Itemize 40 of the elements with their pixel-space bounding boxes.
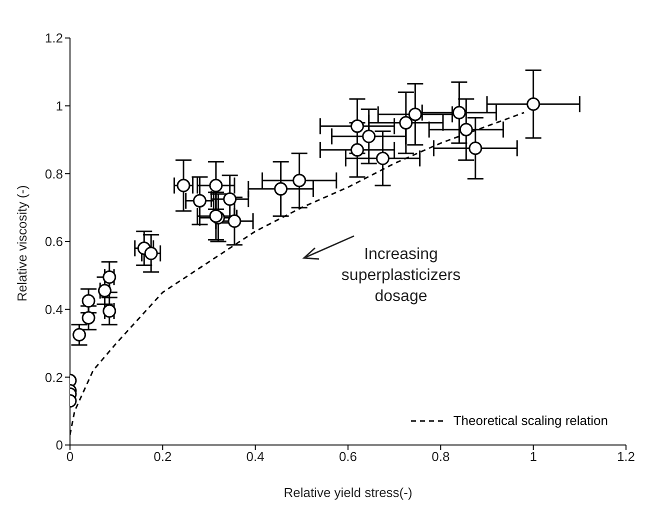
point [399,116,413,130]
x-tick-label: 1 [530,449,537,464]
point [228,214,242,228]
x-axis-title: Relative yield stress(-) [284,485,412,500]
x-tick-label: 0 [66,449,74,464]
x-tick-label: 0.4 [246,449,264,464]
point [176,178,190,192]
point [274,182,288,196]
point [209,209,223,223]
point [452,106,466,120]
y-tick-label: 0.4 [44,302,63,317]
point [144,246,158,260]
point [223,192,237,206]
point [408,108,422,122]
point [362,130,376,144]
point [468,141,482,155]
point [376,152,390,166]
x-tick-label: 0.6 [338,449,358,464]
y-tick-label: 0.8 [44,166,63,182]
x-tick-label: 1.2 [616,449,636,464]
y-axis-title: Relative viscosity (-) [14,185,30,302]
point [526,97,540,111]
point [350,143,364,157]
annotation: Increasing superplasticizers dosage [340,245,462,307]
y-tick-label: 0.2 [44,370,63,385]
point [192,194,206,208]
y-tick-label: 1.2 [44,30,63,46]
point [82,311,96,325]
point [292,174,306,188]
y-tick-label: 0 [56,438,63,453]
point [72,328,86,342]
point [350,119,364,133]
point [209,178,223,192]
point [459,122,473,136]
x-tick-label: 0.8 [432,449,450,464]
point [102,270,116,284]
legend-label: Theoretical scaling relation [453,413,608,428]
y-tick-label: 1 [56,98,63,114]
y-tick-label: 0.6 [44,234,63,250]
x-tick-label: 0.2 [154,449,172,464]
